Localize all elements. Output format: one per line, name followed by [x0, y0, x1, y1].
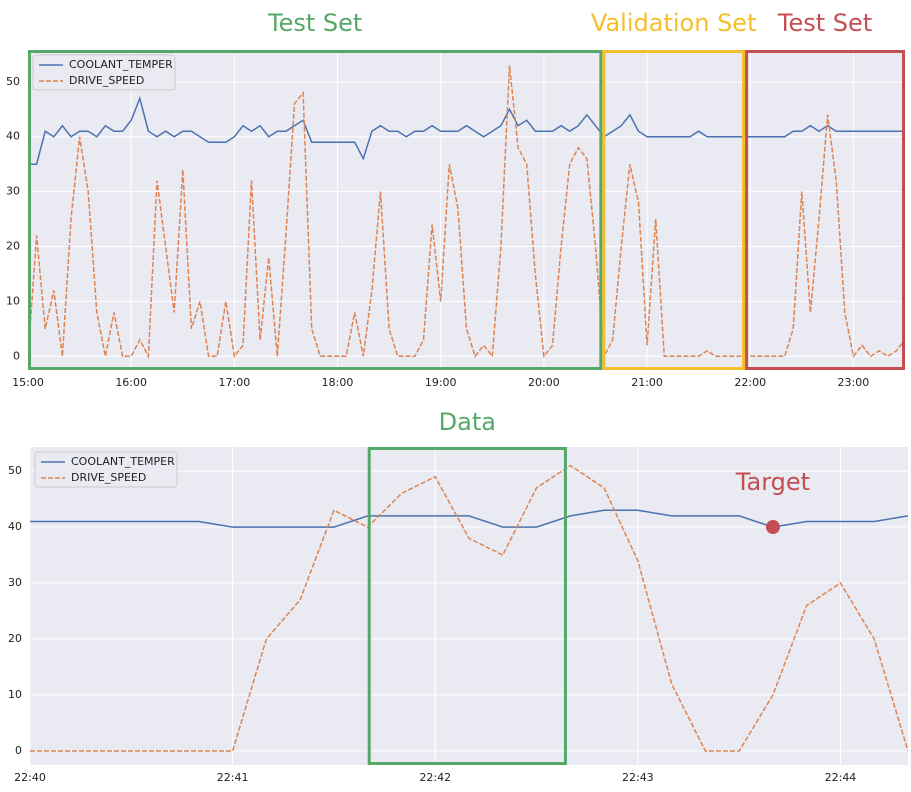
legend-label: COOLANT_TEMPER — [69, 58, 173, 71]
legend-label: COOLANT_TEMPER — [71, 455, 175, 468]
y-tick-label: 30 — [6, 185, 20, 198]
x-tick-label: 19:00 — [425, 376, 457, 389]
region-box — [28, 50, 603, 370]
region-label: Test Set — [777, 9, 872, 37]
y-tick-label: 0 — [13, 349, 20, 362]
y-tick-label: 30 — [8, 576, 22, 589]
series-line — [30, 509, 908, 528]
x-tick-label: 23:00 — [838, 376, 870, 389]
y-tick-label: 20 — [6, 240, 20, 253]
x-tick-label: 22:42 — [419, 771, 451, 784]
x-tick-label: 22:43 — [622, 771, 654, 784]
x-tick-label: 18:00 — [322, 376, 354, 389]
y-tick-label: 40 — [8, 520, 22, 533]
y-tick-label: 50 — [8, 464, 22, 477]
series-line — [30, 464, 908, 752]
y-tick-label: 10 — [8, 688, 22, 701]
x-tick-label: 22:00 — [734, 376, 766, 389]
x-tick-label: 15:00 — [12, 376, 44, 389]
legend-label: DRIVE_SPEED — [71, 471, 146, 484]
target-marker — [765, 520, 780, 535]
x-tick-label: 16:00 — [115, 376, 147, 389]
series-line — [28, 65, 905, 360]
region-label: Data — [439, 408, 496, 436]
x-tick-label: 17:00 — [219, 376, 251, 389]
region-box — [602, 50, 746, 370]
series-group — [28, 65, 905, 360]
x-tick-label: 21:00 — [631, 376, 663, 389]
plot-background — [28, 50, 905, 370]
series-line — [28, 95, 905, 165]
region-box — [745, 50, 905, 370]
marker-label: Target — [735, 468, 810, 496]
region-label: Test Set — [267, 9, 362, 37]
region-label: Validation Set — [591, 9, 757, 37]
x-tick-label: 22:44 — [825, 771, 857, 784]
legend-box — [32, 54, 176, 91]
x-tick-label: 20:00 — [528, 376, 560, 389]
x-tick-label: 22:41 — [217, 771, 249, 784]
region-box — [367, 447, 567, 765]
y-tick-label: 50 — [6, 75, 20, 88]
legend-label: DRIVE_SPEED — [69, 74, 144, 87]
plot-background — [30, 447, 908, 765]
y-tick-label: 0 — [15, 744, 22, 757]
series-group — [30, 464, 908, 752]
y-tick-label: 10 — [6, 294, 20, 307]
legend-box — [34, 451, 178, 488]
y-tick-label: 40 — [6, 130, 20, 143]
y-tick-label: 20 — [8, 632, 22, 645]
x-tick-label: 22:40 — [14, 771, 46, 784]
